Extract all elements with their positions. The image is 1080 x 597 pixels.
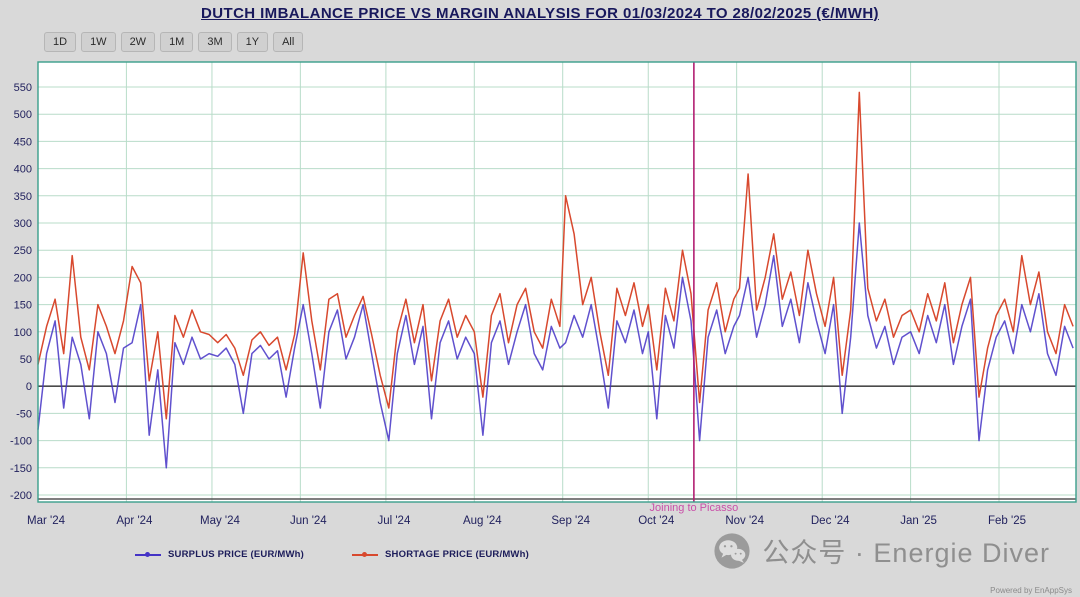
svg-text:Aug '24: Aug '24 — [463, 515, 502, 527]
range-button-1m[interactable]: 1M — [160, 32, 194, 52]
svg-text:250: 250 — [14, 245, 32, 257]
svg-text:350: 350 — [14, 191, 32, 203]
surplus-line-swatch — [135, 551, 161, 558]
surplus-price-line — [37, 222, 1074, 469]
watermark-text: 公众号 · Energie Diver — [762, 538, 1050, 568]
svg-text:450: 450 — [14, 136, 32, 148]
svg-text:150: 150 — [14, 300, 32, 312]
svg-text:400: 400 — [14, 164, 32, 176]
range-button-2w[interactable]: 2W — [120, 32, 156, 52]
svg-text:Jan '25: Jan '25 — [900, 515, 937, 527]
shortage-line-swatch — [352, 551, 379, 558]
svg-text:Dec '24: Dec '24 — [811, 515, 850, 527]
svg-text:100: 100 — [14, 327, 32, 339]
svg-text:-150: -150 — [10, 463, 32, 475]
range-toolbar: 1D 1W 2W 1M 3M 1Y All — [44, 32, 304, 52]
plot-background — [38, 62, 1076, 502]
range-button-1y[interactable]: 1Y — [236, 32, 269, 52]
svg-text:Feb '25: Feb '25 — [988, 515, 1026, 527]
svg-text:-50: -50 — [16, 408, 32, 420]
svg-text:-100: -100 — [10, 436, 32, 448]
y-tick-labels: -200 -150 -100 -50 0 50 100 150 200 250 300 350 400 4… — [10, 82, 32, 502]
svg-text:550: 550 — [14, 82, 32, 94]
range-button-1d[interactable]: 1D — [44, 32, 77, 52]
range-button-all[interactable]: All — [273, 32, 304, 52]
chart-area: -200 -150 -100 -50 0 50 100 150 200 250 300 350 400 4… — [0, 58, 1080, 540]
svg-text:0: 0 — [26, 381, 32, 393]
chart-svg: -200 -150 -100 -50 0 50 100 150 200 250 300 350 400 4… — [10, 61, 1077, 527]
svg-text:Apr '24: Apr '24 — [116, 515, 153, 527]
legend-item-shortage: SHORTAGE PRICE (EUR/MWh) — [352, 549, 529, 560]
svg-text:Nov '24: Nov '24 — [725, 515, 764, 527]
range-button-3m[interactable]: 3M — [198, 32, 232, 52]
powered-by-label: Powered by EnAppSys — [990, 586, 1072, 595]
range-button-1w[interactable]: 1W — [81, 32, 116, 52]
svg-text:Sep '24: Sep '24 — [551, 515, 590, 527]
plot-border — [37, 61, 1077, 503]
svg-text:500: 500 — [14, 109, 32, 121]
wechat-icon — [714, 532, 750, 569]
svg-text:-200: -200 — [10, 490, 32, 502]
x-tick-labels: Mar '24 Apr '24 May '24 Jun '24 Jul '24 Aug '… — [27, 515, 1026, 527]
svg-text:Oct '24: Oct '24 — [638, 515, 675, 527]
svg-text:300: 300 — [14, 218, 32, 230]
svg-text:Mar '24: Mar '24 — [27, 515, 66, 527]
legend-item-surplus: SURPLUS PRICE (EUR/MWh) — [135, 549, 304, 560]
event-label-picasso: Joining to Picasso — [650, 502, 739, 514]
legend-label-surplus: SURPLUS PRICE (EUR/MWh) — [168, 549, 305, 560]
svg-text:Jul '24: Jul '24 — [377, 515, 410, 527]
legend-label-shortage: SHORTAGE PRICE (EUR/MWh) — [385, 549, 529, 560]
svg-text:200: 200 — [14, 272, 32, 284]
shortage-price-line — [37, 91, 1074, 420]
svg-text:May '24: May '24 — [200, 515, 241, 527]
svg-text:Jun '24: Jun '24 — [290, 515, 327, 527]
legend: SURPLUS PRICE (EUR/MWh) SHORTAGE PRICE (… — [135, 549, 529, 560]
svg-text:50: 50 — [20, 354, 32, 366]
watermark: 公众号 · Energie Diver — [713, 531, 1050, 570]
page-title: DUTCH IMBALANCE PRICE VS MARGIN ANALYSIS… — [201, 5, 879, 22]
